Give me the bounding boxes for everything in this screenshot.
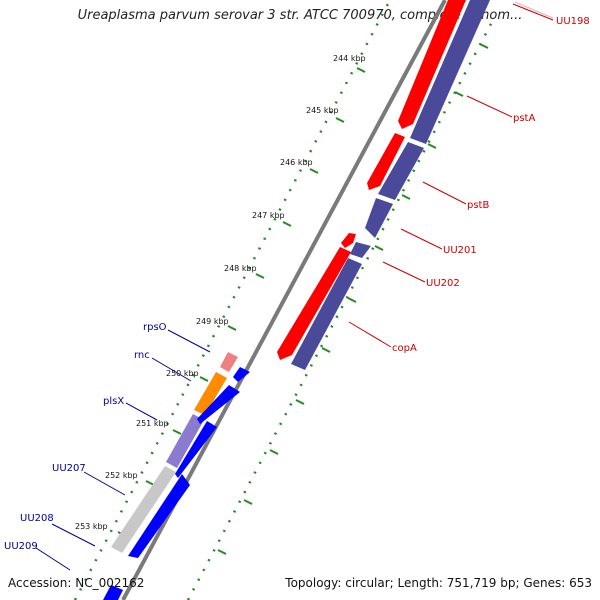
gene-block-red — [277, 247, 351, 360]
forward-strand-genes — [277, 0, 466, 360]
gene-label-uu208: UU208 — [20, 513, 54, 524]
gene-block-purple — [291, 258, 362, 370]
gene-block-purple — [365, 198, 393, 238]
gene-label-uu209: UU209 — [4, 541, 38, 552]
topology-text: Topology: circular; Length: 751,719 bp; … — [285, 576, 592, 590]
gene-block-purple — [378, 142, 424, 200]
gene-block-blue — [128, 474, 190, 558]
kbp-label: 244 kbp — [333, 54, 366, 63]
accession-text: Accession: NC_002162 — [8, 576, 145, 590]
gene-label-copa: copA — [392, 343, 417, 354]
gene-label-uu201: UU201 — [443, 245, 477, 256]
gene-block-red — [398, 0, 466, 129]
kbp-label: 252 kbp — [105, 471, 138, 480]
reverse-strand-genes — [291, 0, 490, 370]
gene-block-purple — [350, 242, 371, 258]
gene-block-blue — [103, 585, 123, 600]
uu198-callout — [514, 1, 554, 19]
left-strand-genes — [103, 352, 250, 600]
kbp-label: 248 kbp — [224, 264, 257, 273]
gene-label-uu207: UU207 — [52, 463, 86, 474]
gene-label-pstb: pstB — [467, 200, 489, 211]
gene-block-pink — [220, 352, 238, 372]
kbp-label: 247 kbp — [252, 211, 285, 220]
gene-block-blue — [197, 385, 240, 424]
gene-block-purple — [410, 0, 490, 144]
kbp-label: 253 kbp — [75, 522, 108, 531]
kbp-label: 249 kbp — [196, 317, 229, 326]
kbp-label: 246 kbp — [280, 158, 313, 167]
gene-label-uu202: UU202 — [426, 278, 460, 289]
left-gene-labels — [35, 329, 211, 571]
gene-label-uu198: UU198 — [556, 16, 590, 27]
gene-block-red — [341, 233, 356, 248]
outer-tick-line — [186, 19, 495, 600]
gene-block-blue — [233, 367, 250, 382]
map-title: Ureaplasma parvum serovar 3 str. ATCC 70… — [77, 8, 523, 23]
gene-label-rpso: rpsO — [143, 322, 167, 333]
kbp-label: 250 kbp — [166, 369, 199, 378]
kbp-labels: 244 kbp 245 kbp 246 kbp 247 kbp 248 kbp … — [75, 54, 366, 531]
right-gene-labels — [348, 3, 554, 348]
gene-block-blue — [175, 421, 217, 478]
kbp-label: 251 kbp — [136, 419, 169, 428]
gene-label-rnc: rnc — [134, 350, 150, 361]
gene-label-plsx: plsX — [103, 396, 124, 407]
gene-block-red — [367, 133, 405, 190]
gene-label-psta: pstA — [513, 113, 535, 124]
kbp-label: 245 kbp — [306, 106, 339, 115]
gene-block-lavender — [166, 414, 204, 468]
gene-block-orange — [194, 372, 227, 415]
gene-block-gray — [111, 466, 176, 553]
inner-tick-line — [73, 0, 392, 600]
